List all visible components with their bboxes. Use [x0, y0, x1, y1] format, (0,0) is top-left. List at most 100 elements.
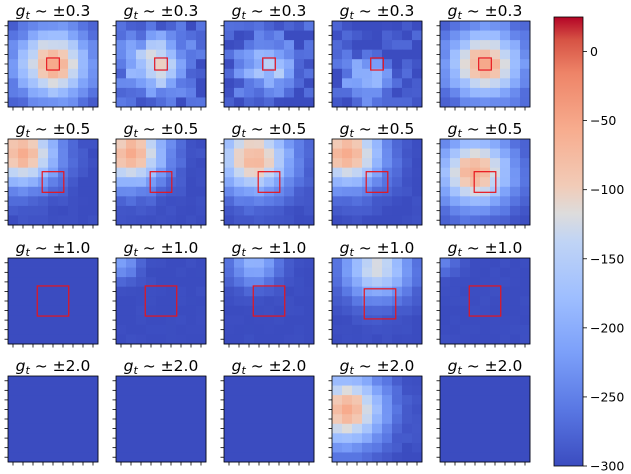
heatmap-cell: [186, 158, 197, 169]
heatmap-cell: [440, 305, 451, 316]
panel-title-rest: ~ ±0.5: [246, 120, 306, 138]
heatmap-cell: [234, 87, 245, 98]
heatmap-cell: [48, 452, 59, 463]
heatmap-cell: [412, 158, 423, 169]
heatmap-cell: [8, 78, 19, 89]
heatmap-cell: [510, 158, 521, 169]
heatmap-cell: [402, 414, 413, 425]
heatmap-cell: [284, 286, 295, 297]
heatmap-cell: [304, 414, 315, 425]
heatmap-cell: [18, 158, 29, 169]
heatmap-cell: [440, 433, 451, 444]
heatmap-cell: [412, 78, 423, 89]
heatmap-cell: [470, 59, 481, 70]
heatmap-cell: [362, 258, 373, 268]
panel-r2-c2: gt ~ ±0.5: [112, 120, 207, 229]
heatmap-cell: [490, 385, 501, 396]
heatmap-cell: [450, 40, 461, 51]
heatmap-cell: [126, 414, 137, 425]
heatmap-cell: [480, 87, 491, 98]
heatmap-cell: [450, 315, 461, 326]
heatmap-cell: [332, 21, 343, 31]
heatmap-cell: [440, 385, 451, 396]
heatmap-cell: [244, 196, 255, 207]
heatmap-cell: [510, 296, 521, 307]
heatmap-cell: [224, 177, 235, 188]
heatmap-cell: [48, 21, 59, 31]
heatmap-cell: [352, 196, 363, 207]
heatmap-cell: [284, 59, 295, 70]
heatmap-cell: [470, 97, 481, 108]
heatmap-cell: [234, 30, 245, 41]
heatmap-cell: [392, 423, 403, 434]
heatmap-cell: [510, 334, 521, 345]
heatmap-cell: [126, 30, 137, 41]
heatmap-cell: [284, 30, 295, 41]
heatmap-cell: [254, 395, 265, 406]
heatmap-cell: [382, 97, 393, 108]
heatmap-cell: [490, 30, 501, 41]
heatmap-cell: [500, 433, 511, 444]
heatmap-cell: [402, 215, 413, 226]
panel-title: gt ~ ±1.0: [16, 239, 91, 259]
heatmap-cell: [510, 196, 521, 207]
heatmap-cell: [412, 196, 423, 207]
heatmap-cell: [470, 21, 481, 31]
heatmap-cell: [402, 87, 413, 98]
heatmap-cell: [116, 40, 127, 51]
colorbar-tick-label: −150: [590, 251, 624, 266]
heatmap-cell: [520, 334, 531, 345]
heatmap-cell: [470, 177, 481, 188]
heatmap-cell: [68, 87, 79, 98]
heatmap-cell: [156, 267, 167, 278]
heatmap-cell: [490, 414, 501, 425]
heatmap-cell: [176, 267, 187, 278]
heatmap-cell: [116, 186, 127, 197]
heatmap-cell: [146, 68, 157, 79]
heatmap-cell: [18, 286, 29, 297]
heatmap-cell: [126, 277, 137, 288]
heatmap-cell: [254, 87, 265, 98]
heatmap-cell: [48, 78, 59, 89]
heatmap-cell: [470, 215, 481, 226]
heatmap-cell: [352, 215, 363, 226]
heatmap-cell: [254, 305, 265, 316]
panel-title-sub: t: [134, 364, 139, 377]
heatmap-cell: [186, 87, 197, 98]
heatmap-cell: [460, 87, 471, 98]
heatmap-cell: [412, 59, 423, 70]
heatmap-cell: [352, 167, 363, 178]
heatmap-cell: [8, 334, 19, 345]
heatmap-cell: [244, 452, 255, 463]
heatmap-cell: [136, 78, 147, 89]
heatmap-cell: [166, 286, 177, 297]
panel-ticks: [328, 380, 418, 466]
heatmap-cell: [68, 414, 79, 425]
heatmap-cell: [166, 395, 177, 406]
heatmap-cell: [460, 414, 471, 425]
heatmap-cell: [68, 215, 79, 226]
heatmap-cell: [510, 49, 521, 60]
heatmap-cell: [88, 21, 99, 31]
heatmap-cell: [382, 258, 393, 268]
heatmap-cell: [490, 277, 501, 288]
heatmap-cell: [342, 177, 353, 188]
heatmap-cell: [234, 452, 245, 463]
heatmap-cell: [116, 414, 127, 425]
heatmap-cell: [362, 385, 373, 396]
heatmap-cell: [156, 296, 167, 307]
heatmap-cell: [196, 49, 207, 60]
heatmap-cell: [28, 139, 39, 149]
heatmap-cell: [78, 205, 89, 216]
heatmap-cell: [186, 385, 197, 396]
heatmap-cell: [480, 78, 491, 89]
heatmap-cell: [224, 404, 235, 415]
heatmap-cell: [166, 59, 177, 70]
heatmap-cell: [510, 87, 521, 98]
colorbar: 0−50−100−150−200−250−300: [553, 16, 624, 474]
heatmap-cell: [146, 21, 157, 31]
heatmap-cell: [402, 59, 413, 70]
heatmap-cell: [304, 267, 315, 278]
panel-ticks: [4, 262, 94, 348]
heatmap-cell: [392, 205, 403, 216]
